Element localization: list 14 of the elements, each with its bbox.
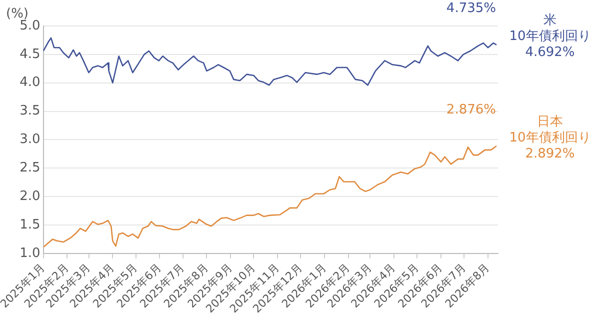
text: 2.892% [525, 146, 575, 162]
y-tick-label: 1.5 [20, 217, 40, 232]
y-tick-label: 1.0 [20, 246, 40, 261]
y-tick-label: 2.5 [20, 160, 40, 176]
series-label: 日本 10年債利回り [509, 114, 591, 146]
y-tick-label: 4.0 [20, 75, 40, 90]
annotation: 2.876% [446, 102, 496, 118]
text: 4.692% [525, 45, 575, 60]
y-tick-label: 3.0 [20, 132, 40, 148]
series-label: 米 10年債利回り [509, 13, 591, 44]
text: 4.735% [446, 1, 496, 16]
y-tick-label: 2.0 [20, 188, 40, 204]
y-tick-label: 3.5 [20, 104, 40, 119]
y-tick-label: 4.5 [20, 46, 40, 62]
